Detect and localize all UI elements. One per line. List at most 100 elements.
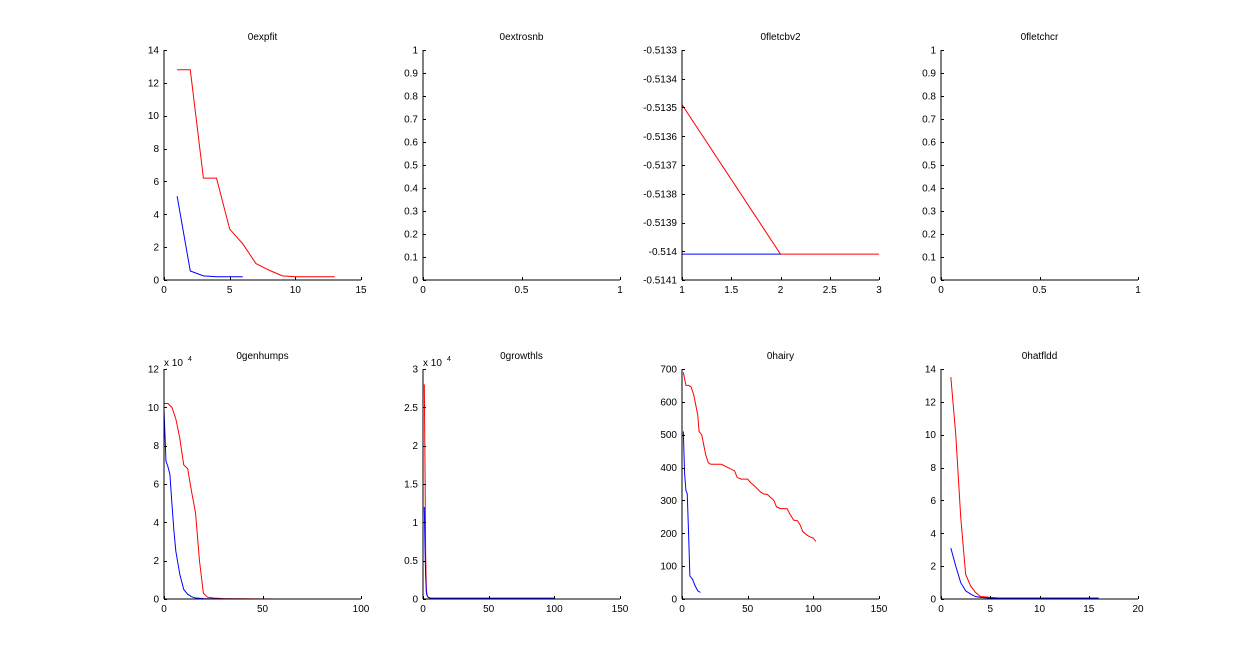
x-tick-label: 100 <box>353 604 370 615</box>
subplot-title: 0genhumps <box>236 351 288 362</box>
y-tick-label: 2 <box>153 556 159 567</box>
y-tick-label: 0.9 <box>922 69 936 80</box>
y-tick-label: 0.8 <box>404 92 418 103</box>
subplot-title: 0growthls <box>500 351 543 362</box>
y-tick-label: 0.6 <box>404 138 418 149</box>
y-tick-label: 1 <box>930 46 936 57</box>
y-tick-label: 700 <box>660 365 677 376</box>
x-tick-label: 1 <box>679 285 685 296</box>
y-tick-label: 1 <box>412 46 418 57</box>
subplot-0expfit: 0 5 10 15 0 2 4 6 8 10 12 14 0expfit <box>148 32 367 296</box>
y-tick-label: 4 <box>153 210 159 221</box>
series-line-blue <box>176 196 243 278</box>
y-tick-label: 0.5 <box>404 161 418 172</box>
subplot-title: 0expfit <box>248 32 278 43</box>
x-tick-label: 100 <box>546 604 563 615</box>
y-tick-label: 12 <box>925 397 937 408</box>
y-tick-label: 0 <box>153 595 159 606</box>
x-tick-label: 0.5 <box>1033 285 1047 296</box>
y-tick-label: 0.5 <box>404 556 418 567</box>
x-tick-label: 100 <box>805 604 822 615</box>
y-tick-label: 0.9 <box>404 69 418 80</box>
x-tick-label: 2 <box>778 285 784 296</box>
y-tick-label: 1 <box>412 518 418 529</box>
y-tick-label: -0.5141 <box>643 276 677 287</box>
series-line-red <box>423 384 555 599</box>
x-tick-label: 1 <box>1135 285 1141 296</box>
y-tick-label: 500 <box>660 430 677 441</box>
y-tick-label: 0.4 <box>404 184 418 195</box>
x-tick-label: 0 <box>679 604 685 615</box>
exponent-base: x 10 <box>423 358 442 369</box>
y-tick-label: 0.1 <box>922 253 936 264</box>
subplot-0hatfldd: 0 5 10 15 20 0 2 4 6 8 10 12 14 0hatfldd <box>925 351 1144 615</box>
y-tick-label: 0 <box>412 595 418 606</box>
x-tick-label: 0 <box>161 604 167 615</box>
y-tick-label: -0.5138 <box>643 189 677 200</box>
series-line-red <box>681 104 879 255</box>
x-tick-label: 20 <box>1132 604 1144 615</box>
x-tick-label: 0 <box>420 604 426 615</box>
x-tick-label: 0.5 <box>515 285 529 296</box>
exponent-power: 4 <box>188 356 192 363</box>
y-tick-label: 0 <box>930 595 936 606</box>
y-tick-label: 8 <box>930 463 936 474</box>
y-tick-label: 2.5 <box>404 403 418 414</box>
subplot-0growthls: 0 50 100 150 0 0.5 1 1.5 2 2.5 3 x 10 4 0growthls <box>404 351 629 615</box>
subplot-0fletcbv2: 1 1.5 2 2.5 3 -0.5141 -0.514 -0.5139 -0.5138 -0.5… <box>643 32 882 296</box>
x-tick-label: 3 <box>876 285 882 296</box>
y-tick-label: 0.8 <box>922 92 936 103</box>
x-tick-label: 150 <box>612 604 629 615</box>
x-tick-label: 1.5 <box>724 285 738 296</box>
exponent-power: 4 <box>447 356 451 363</box>
exponent-base: x 10 <box>164 358 183 369</box>
y-tick-label: 2 <box>153 243 159 254</box>
x-tick-label: 10 <box>1034 604 1046 615</box>
subplot-title: 0fletchcr <box>1021 32 1059 43</box>
x-tick-label: 15 <box>355 285 367 296</box>
y-tick-label: 300 <box>660 496 677 507</box>
y-tick-label: -0.5135 <box>643 103 677 114</box>
y-tick-label: 4 <box>153 518 159 529</box>
y-tick-label: 0 <box>153 276 159 287</box>
x-tick-label: 150 <box>871 604 888 615</box>
subplot-0hairy: 0 50 100 150 0 100 200 300 400 500 600 700 0hairy <box>660 351 887 615</box>
y-tick-label: 14 <box>925 365 937 376</box>
y-tick-label: 600 <box>660 397 677 408</box>
x-tick-label: 15 <box>1083 604 1095 615</box>
y-tick-label: -0.5134 <box>643 74 677 85</box>
y-tick-label: 8 <box>153 144 159 155</box>
series-line-blue <box>950 547 1099 599</box>
subplot-title: 0extrosnb <box>500 32 544 43</box>
y-tick-label: 12 <box>148 78 160 89</box>
subplot-title: 0fletcbv2 <box>760 32 800 43</box>
y-tick-label: 0.1 <box>404 253 418 264</box>
y-tick-label: 0.6 <box>922 138 936 149</box>
y-tick-label: 6 <box>153 177 159 188</box>
y-tick-label: -0.5139 <box>643 218 677 229</box>
y-tick-label: -0.5133 <box>643 46 677 57</box>
y-tick-label: -0.5137 <box>643 161 677 172</box>
y-tick-label: 0 <box>930 276 936 287</box>
series-line-red <box>164 403 328 600</box>
x-tick-label: 0 <box>420 285 426 296</box>
x-tick-label: 0 <box>938 604 944 615</box>
subplot-title: 0hairy <box>767 351 794 362</box>
x-tick-label: 5 <box>987 604 993 615</box>
x-tick-label: 2.5 <box>823 285 837 296</box>
y-tick-label: 0.2 <box>922 230 936 241</box>
y-tick-label: 6 <box>930 496 936 507</box>
y-tick-label: 0.4 <box>922 184 936 195</box>
y-tick-label: 200 <box>660 529 677 540</box>
y-tick-label: 0.7 <box>922 115 936 126</box>
x-tick-label: 50 <box>483 604 495 615</box>
subplot-0fletchcr: 0 0.5 1 0 0.1 0.2 0.3 0.4 0.5 0.6 0.7 0.8 0.9 1 0fletc… <box>922 32 1141 296</box>
x-tick-label: 50 <box>257 604 269 615</box>
subplot-0extrosnb: 0 0.5 1 0 0.1 0.2 0.3 0.4 0.5 0.6 0.7 0.8 0.9 1 0extro… <box>404 32 623 296</box>
series-line-red <box>950 377 1099 599</box>
y-tick-label: 0.2 <box>404 230 418 241</box>
series-line-blue <box>423 506 555 599</box>
x-tick-label: 50 <box>742 604 754 615</box>
x-tick-label: 10 <box>290 285 302 296</box>
